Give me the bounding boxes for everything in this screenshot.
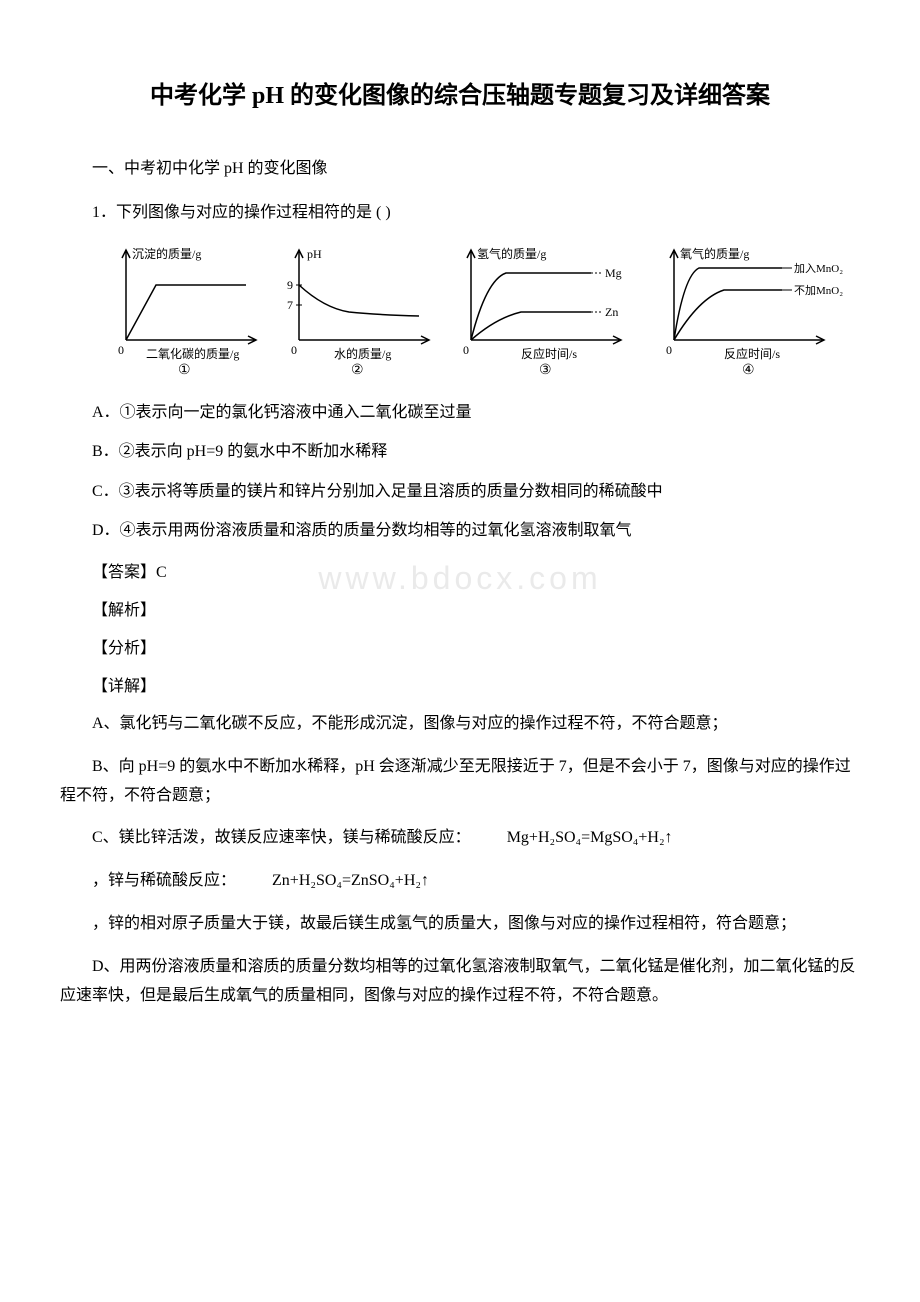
- chart4-ylabel: 氧气的质量/g: [680, 246, 749, 261]
- detail-c-mid: ，锌与稀硫酸反应：: [92, 872, 236, 889]
- detail-c-pre: C、镁比锌活泼，故镁反应速率快，镁与稀硫酸反应：: [92, 829, 471, 846]
- svg-text:0: 0: [291, 343, 297, 357]
- svg-text:Zn: Zn: [605, 305, 618, 319]
- option-d: D．④表示用两份溶液质量和溶质的质量分数均相等的过氧化氢溶液制取氧气: [60, 518, 860, 544]
- detail-b: B、向 pH=9 的氨水中不断加水稀释，pH 会逐渐减少至无限接近于 7，但是不…: [60, 753, 860, 811]
- chart3-xlabel: 反应时间/s: [521, 346, 577, 361]
- chart-1-svg: 沉淀的质量/g 0 二氧化碳的质量/g ①: [106, 240, 266, 380]
- chart-4: 加入MnO₂ 不加MnO₂ 氧气的质量/g 0 反应时间/s ④: [654, 240, 854, 380]
- svg-text:0: 0: [463, 343, 469, 357]
- detail-a: A、氯化钙与二氧化碳不反应，不能形成沉淀，图像与对应的操作过程不符，不符合题意；: [60, 710, 860, 739]
- chart-1: 沉淀的质量/g 0 二氧化碳的质量/g ①: [106, 240, 266, 380]
- svg-text:0: 0: [118, 343, 124, 357]
- answer-label: 【答案】C: [60, 558, 860, 582]
- chart4-xlabel: 反应时间/s: [724, 346, 780, 361]
- chart-2: 9 7 pH 0 水的质量/g ②: [279, 240, 439, 380]
- option-b: B．②表示向 pH=9 的氨水中不断加水稀释: [60, 439, 860, 465]
- equation-2: Zn+H₂SO₄=ZnSO₄+H₂↑: [240, 867, 429, 896]
- chart-3: Mg Zn 氢气的质量/g 0 反应时间/s ③: [451, 240, 641, 380]
- svg-text:9: 9: [287, 278, 293, 292]
- fenxi-label: 【分析】: [60, 634, 860, 658]
- chart-2-svg: 9 7 pH 0 水的质量/g ②: [279, 240, 439, 380]
- chart-4-svg: 加入MnO₂ 不加MnO₂ 氧气的质量/g 0 反应时间/s ④: [654, 240, 854, 380]
- option-a: A．①表示向一定的氯化钙溶液中通入二氧化碳至过量: [60, 400, 860, 426]
- option-c: C．③表示将等质量的镁片和锌片分别加入足量且溶质的质量分数相同的稀硫酸中: [60, 479, 860, 505]
- charts-row: 沉淀的质量/g 0 二氧化碳的质量/g ① 9 7 pH 0 水的质量/g ②: [60, 240, 860, 380]
- question-text: 1．下列图像与对应的操作过程相符的是 ( ): [60, 198, 860, 222]
- chart3-ylabel: 氢气的质量/g: [477, 246, 546, 261]
- svg-text:Mg: Mg: [605, 266, 622, 280]
- svg-text:7: 7: [287, 298, 293, 312]
- chart3-num: ③: [539, 363, 552, 378]
- svg-text:不加MnO₂: 不加MnO₂: [794, 284, 843, 297]
- svg-text:加入MnO₂: 加入MnO₂: [794, 262, 843, 275]
- page-title: 中考化学 pH 的变化图像的综合压轴题专题复习及详细答案: [60, 80, 860, 114]
- chart2-ylabel: pH: [307, 247, 322, 261]
- chart1-ylabel: 沉淀的质量/g: [132, 246, 201, 261]
- detail-label: 【详解】: [60, 672, 860, 696]
- detail-c-line1: C、镁比锌活泼，故镁反应速率快，镁与稀硫酸反应： Mg+H₂SO₄=MgSO₄+…: [60, 824, 860, 853]
- section-heading: 一、中考初中化学 pH 的变化图像: [60, 154, 860, 178]
- chart4-num: ④: [742, 363, 755, 378]
- chart1-num: ①: [178, 363, 191, 378]
- chart2-num: ②: [351, 363, 364, 378]
- chart-3-svg: Mg Zn 氢气的质量/g 0 反应时间/s ③: [451, 240, 641, 380]
- equation-1: Mg+H₂SO₄=MgSO₄+H₂↑: [475, 824, 673, 853]
- svg-text:0: 0: [666, 343, 672, 357]
- detail-c-line2: ，锌与稀硫酸反应： Zn+H₂SO₄=ZnSO₄+H₂↑: [60, 867, 860, 896]
- chart2-xlabel: 水的质量/g: [334, 346, 391, 361]
- chart1-xlabel: 二氧化碳的质量/g: [146, 346, 239, 361]
- analysis-label: 【解析】: [60, 596, 860, 620]
- detail-d: D、用两份溶液质量和溶质的质量分数均相等的过氧化氢溶液制取氧气，二氧化锰是催化剂…: [60, 953, 860, 1011]
- detail-c-post: ，锌的相对原子质量大于镁，故最后镁生成氢气的质量大，图像与对应的操作过程相符，符…: [60, 910, 860, 939]
